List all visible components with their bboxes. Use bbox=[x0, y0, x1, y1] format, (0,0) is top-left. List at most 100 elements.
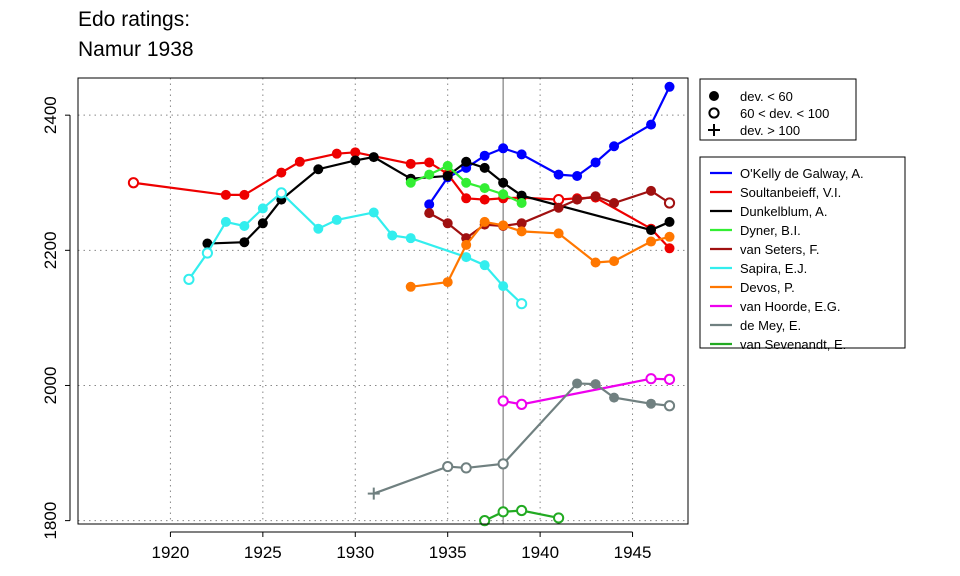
data-point bbox=[498, 143, 509, 154]
data-point bbox=[461, 239, 472, 250]
data-point bbox=[350, 147, 361, 158]
data-point bbox=[479, 216, 490, 227]
series-legend-label: O'Kelly de Galway, A. bbox=[740, 166, 864, 181]
data-point bbox=[498, 189, 509, 200]
data-point bbox=[516, 190, 527, 201]
data-point bbox=[405, 233, 416, 244]
data-point bbox=[405, 281, 416, 292]
data-point bbox=[664, 243, 675, 254]
legend-layer: dev. < 60 60 < dev. < 100 dev. > 100 O'Kell… bbox=[699, 78, 906, 352]
data-point bbox=[257, 203, 268, 214]
x-tick-label: 1920 bbox=[152, 543, 190, 562]
data-point bbox=[572, 194, 583, 205]
data-point bbox=[609, 141, 620, 152]
series-legend-label: van Hoorde, E.G. bbox=[740, 299, 840, 314]
data-point bbox=[516, 149, 527, 160]
data-point bbox=[663, 400, 676, 412]
data-point bbox=[479, 183, 490, 194]
data-point bbox=[220, 189, 231, 200]
data-point bbox=[442, 160, 453, 171]
series-8 bbox=[367, 378, 676, 500]
data-point bbox=[663, 373, 676, 385]
series-legend-label: Sapira, E.J. bbox=[740, 261, 807, 276]
data-point bbox=[516, 218, 527, 229]
y-tick-label: 1800 bbox=[41, 502, 60, 540]
data-point bbox=[572, 170, 583, 181]
series-line bbox=[484, 509, 559, 522]
data-point bbox=[239, 189, 250, 200]
series-9 bbox=[479, 504, 565, 527]
data-point bbox=[461, 177, 472, 188]
series-0 bbox=[424, 81, 675, 210]
data-point bbox=[645, 373, 657, 385]
data-point bbox=[424, 169, 435, 180]
data-point bbox=[479, 150, 490, 161]
data-point bbox=[590, 191, 601, 202]
data-point bbox=[350, 155, 361, 166]
data-point bbox=[201, 247, 213, 259]
y-tick-label: 2200 bbox=[41, 231, 60, 269]
data-point bbox=[405, 158, 416, 169]
data-point bbox=[646, 225, 657, 236]
data-point bbox=[405, 177, 416, 188]
data-point bbox=[498, 281, 509, 292]
data-point bbox=[442, 277, 453, 288]
data-point bbox=[424, 157, 435, 168]
series-legend-label: Soultanbeieff, V.I. bbox=[740, 185, 841, 200]
data-point bbox=[294, 156, 305, 167]
data-point bbox=[497, 395, 509, 407]
series-7 bbox=[497, 373, 676, 410]
x-tick-label: 1940 bbox=[521, 543, 559, 562]
data-point bbox=[516, 298, 528, 310]
marker-legend-label: dev. > 100 bbox=[740, 123, 800, 138]
x-tick-label: 1945 bbox=[614, 543, 652, 562]
data-point bbox=[609, 256, 620, 267]
data-point bbox=[460, 462, 472, 474]
series-3 bbox=[405, 160, 527, 209]
data-point bbox=[220, 216, 231, 227]
data-point bbox=[442, 218, 453, 229]
marker-legend-label: dev. < 60 bbox=[740, 89, 793, 104]
data-point bbox=[461, 156, 472, 167]
series-legend-label: Devos, P. bbox=[740, 280, 795, 295]
data-point bbox=[590, 379, 601, 390]
data-point bbox=[572, 378, 583, 389]
data-point bbox=[183, 273, 195, 285]
data-point bbox=[331, 214, 342, 225]
marker-legend-symbol bbox=[708, 124, 720, 136]
data-point bbox=[239, 237, 250, 248]
data-point bbox=[646, 236, 657, 247]
data-point bbox=[664, 216, 675, 227]
series-legend-box bbox=[699, 156, 906, 349]
series-5 bbox=[183, 187, 528, 310]
data-point bbox=[498, 220, 509, 231]
data-point bbox=[331, 148, 342, 159]
data-point bbox=[461, 193, 472, 204]
data-point bbox=[516, 226, 527, 237]
data-point bbox=[367, 487, 380, 500]
series-legend-label: van Seters, F. bbox=[740, 242, 819, 257]
data-point bbox=[497, 506, 509, 518]
data-point bbox=[646, 185, 657, 196]
data-point bbox=[275, 187, 287, 199]
data-point bbox=[590, 257, 601, 268]
data-point bbox=[553, 228, 564, 239]
data-point bbox=[516, 504, 528, 517]
data-point bbox=[239, 220, 250, 231]
x-tick-label: 1925 bbox=[244, 543, 282, 562]
marker-legend-label: 60 < dev. < 100 bbox=[740, 106, 829, 121]
series-legend-label: van Sevenandt, E. bbox=[740, 337, 846, 352]
data-point bbox=[516, 198, 527, 209]
data-point bbox=[424, 208, 435, 219]
data-point bbox=[664, 231, 675, 242]
series-legend-label: Dyner, B.I. bbox=[740, 223, 801, 238]
data-point bbox=[442, 460, 454, 473]
chart-title-line1: Edo ratings: bbox=[78, 8, 191, 31]
data-point bbox=[461, 252, 472, 263]
data-point bbox=[424, 199, 435, 210]
data-point bbox=[368, 207, 379, 218]
data-point bbox=[553, 169, 564, 180]
data-point bbox=[553, 202, 564, 213]
data-point bbox=[479, 260, 490, 271]
